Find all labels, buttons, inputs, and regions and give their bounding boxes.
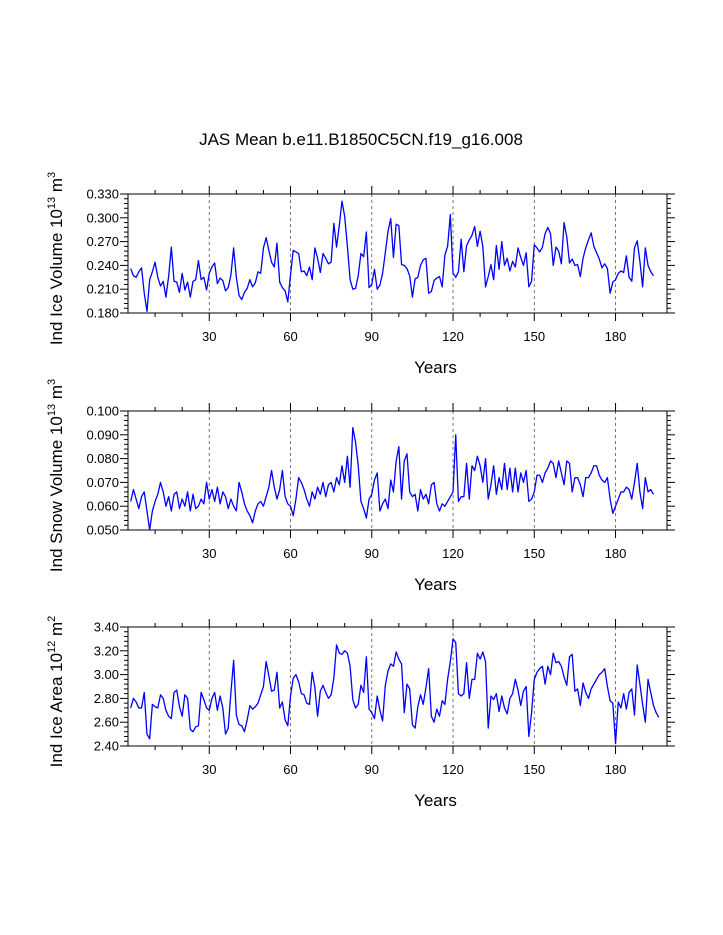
chart-panel-ice-volume: 30 60 90 120 150 180 0.180 0.210 0.240 0.270 0.300…: [46, 172, 675, 377]
y-axis-title: Ind Snow Volume 1013 m3: [46, 379, 66, 572]
y-tick-label: 0.080: [86, 451, 119, 466]
y-tick-label: 0.210: [86, 282, 119, 297]
y-tick-label: 0.180: [86, 306, 119, 321]
series-line-snow-volume: [130, 427, 655, 531]
page-title: JAS Mean b.e11.B1850C5CN.f19_g16.008: [199, 130, 523, 149]
x-axis-title: Years: [414, 791, 457, 810]
x-tick-label: 120: [442, 329, 464, 344]
plot-frame: [127, 626, 668, 747]
y-axis-title: Ind Ice Area 1012 m2: [46, 616, 66, 768]
y-tick-label: 0.090: [86, 427, 119, 442]
x-tick-label: 60: [283, 546, 297, 561]
y-tick-label: 2.40: [94, 739, 119, 754]
y-tick-label: 3.00: [94, 667, 119, 682]
x-tick-label: 120: [442, 762, 464, 777]
x-tick-label: 150: [523, 546, 545, 561]
x-tick-label: 30: [202, 546, 216, 561]
y-tick-label: 0.060: [86, 499, 119, 514]
x-tick-label: 180: [605, 329, 627, 344]
y-tick-label: 0.240: [86, 258, 119, 273]
y-tick-label: 0.330: [86, 187, 119, 202]
x-tick-label: 150: [523, 762, 545, 777]
series-line-ice-area: [130, 638, 660, 745]
x-axis-title: Years: [414, 358, 457, 377]
x-tick-label: 120: [442, 546, 464, 561]
y-tick-label: 0.270: [86, 234, 119, 249]
y-tick-label: 0.070: [86, 475, 119, 490]
x-axis-title: Years: [414, 575, 457, 594]
plot-frame: [127, 410, 668, 531]
x-tick-label: 180: [605, 762, 627, 777]
x-tick-label: 60: [283, 762, 297, 777]
x-tick-label: 90: [365, 329, 379, 344]
chart-panel-ice-area: 30 60 90 120 150 180 2.40 2.60 2.80 3.00 3.20 3.40 Y…: [46, 616, 675, 810]
chart-panel-snow-volume: 30 60 90 120 150 180 0.050 0.060 0.070 0.080 0.090…: [46, 379, 675, 594]
y-tick-label: 0.300: [86, 210, 119, 225]
y-axis-title: Ind Ice Volume 1013 m3: [46, 172, 66, 345]
y-tick-label: 3.40: [94, 620, 119, 635]
plot-frame: [127, 193, 668, 314]
x-tick-label: 90: [365, 546, 379, 561]
x-tick-label: 180: [605, 546, 627, 561]
series-line-ice-volume: [130, 200, 654, 313]
x-tick-label: 30: [202, 762, 216, 777]
y-tick-label: 2.60: [94, 715, 119, 730]
x-tick-label: 150: [523, 329, 545, 344]
y-tick-label: 0.100: [86, 404, 119, 419]
y-tick-label: 0.050: [86, 523, 119, 538]
y-tick-label: 3.20: [94, 643, 119, 658]
y-tick-label: 2.80: [94, 691, 119, 706]
x-tick-label: 30: [202, 329, 216, 344]
x-tick-label: 90: [365, 762, 379, 777]
x-tick-label: 60: [283, 329, 297, 344]
